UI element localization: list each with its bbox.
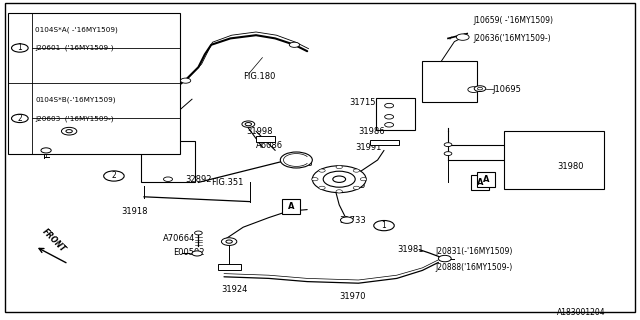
Text: J20601  ('16MY1509-): J20601 ('16MY1509-)	[35, 45, 114, 51]
Text: 31980: 31980	[557, 162, 583, 171]
Text: FIG.180: FIG.180	[243, 72, 276, 81]
Text: E00502: E00502	[173, 248, 204, 257]
Circle shape	[385, 115, 394, 119]
Text: 31995: 31995	[339, 181, 365, 190]
Circle shape	[444, 143, 452, 147]
Circle shape	[340, 217, 353, 223]
Text: E00502: E00502	[8, 148, 39, 156]
Text: J20888('16MY1509-): J20888('16MY1509-)	[435, 263, 513, 272]
Circle shape	[444, 152, 452, 156]
Circle shape	[192, 251, 202, 256]
Circle shape	[104, 171, 124, 181]
Circle shape	[180, 78, 191, 83]
Bar	[141, 141, 195, 182]
Text: 0104S*A( -'16MY1509): 0104S*A( -'16MY1509)	[35, 27, 118, 33]
Text: J20636('16MY1509-): J20636('16MY1509-)	[474, 34, 551, 43]
Text: 31918: 31918	[122, 207, 148, 216]
Text: 1: 1	[17, 44, 22, 52]
Circle shape	[12, 44, 28, 52]
Text: J10695: J10695	[493, 85, 522, 94]
Text: FIG.351: FIG.351	[211, 178, 244, 187]
Circle shape	[374, 220, 394, 231]
Text: 31970: 31970	[339, 292, 365, 301]
Text: 31715: 31715	[349, 98, 375, 107]
Circle shape	[319, 169, 325, 172]
Text: A: A	[477, 178, 483, 187]
Circle shape	[385, 103, 394, 108]
Text: A: A	[483, 175, 490, 184]
Circle shape	[360, 178, 367, 181]
Text: 2: 2	[111, 172, 116, 180]
Text: A: A	[288, 202, 294, 211]
Circle shape	[195, 231, 202, 235]
Circle shape	[323, 171, 355, 187]
Circle shape	[164, 177, 173, 181]
Text: J20603  ('16MY1509-): J20603 ('16MY1509-)	[35, 115, 114, 122]
Text: A183001204: A183001204	[557, 308, 605, 317]
Circle shape	[312, 166, 366, 193]
Bar	[218, 264, 241, 270]
Text: 2: 2	[17, 114, 22, 123]
Text: 32890: 32890	[52, 120, 79, 129]
Circle shape	[312, 178, 318, 181]
Text: 31981: 31981	[397, 245, 423, 254]
Bar	[471, 175, 489, 190]
Circle shape	[66, 130, 72, 133]
Circle shape	[456, 34, 469, 40]
Text: 32892: 32892	[186, 175, 212, 184]
Bar	[256, 136, 275, 142]
Circle shape	[477, 87, 483, 90]
Text: 0104S*B(-'16MY1509): 0104S*B(-'16MY1509)	[35, 97, 116, 103]
Circle shape	[336, 165, 342, 169]
Bar	[8, 13, 180, 154]
Circle shape	[353, 169, 360, 172]
Circle shape	[474, 86, 486, 92]
Circle shape	[280, 152, 312, 168]
Circle shape	[353, 186, 360, 189]
Circle shape	[385, 123, 394, 127]
Bar	[422, 61, 477, 102]
Text: 31991: 31991	[355, 143, 381, 152]
Text: 31924: 31924	[221, 285, 247, 294]
Text: 31998: 31998	[246, 127, 273, 136]
Circle shape	[242, 121, 255, 127]
Text: FRONT: FRONT	[41, 227, 68, 254]
Bar	[128, 86, 157, 101]
Text: 31733: 31733	[339, 216, 366, 225]
Text: 31988: 31988	[287, 159, 314, 168]
Text: A70664: A70664	[163, 234, 196, 243]
Circle shape	[61, 127, 77, 135]
Circle shape	[333, 176, 346, 182]
Circle shape	[245, 123, 252, 126]
Circle shape	[289, 42, 300, 47]
Text: 1: 1	[381, 221, 387, 230]
Text: A6086: A6086	[256, 141, 283, 150]
Text: J20831(-'16MY1509): J20831(-'16MY1509)	[435, 247, 513, 256]
Circle shape	[468, 87, 479, 92]
Circle shape	[438, 255, 451, 262]
Text: 31986: 31986	[358, 127, 385, 136]
Bar	[477, 172, 495, 187]
Circle shape	[336, 190, 342, 193]
Circle shape	[319, 186, 325, 189]
Bar	[282, 199, 300, 214]
Bar	[376, 98, 415, 130]
Circle shape	[12, 114, 28, 123]
Circle shape	[226, 240, 232, 243]
Circle shape	[41, 148, 51, 153]
Bar	[370, 140, 399, 145]
Text: J10659( -'16MY1509): J10659( -'16MY1509)	[474, 16, 554, 25]
Circle shape	[221, 238, 237, 245]
Bar	[125, 85, 160, 102]
Bar	[504, 131, 604, 189]
